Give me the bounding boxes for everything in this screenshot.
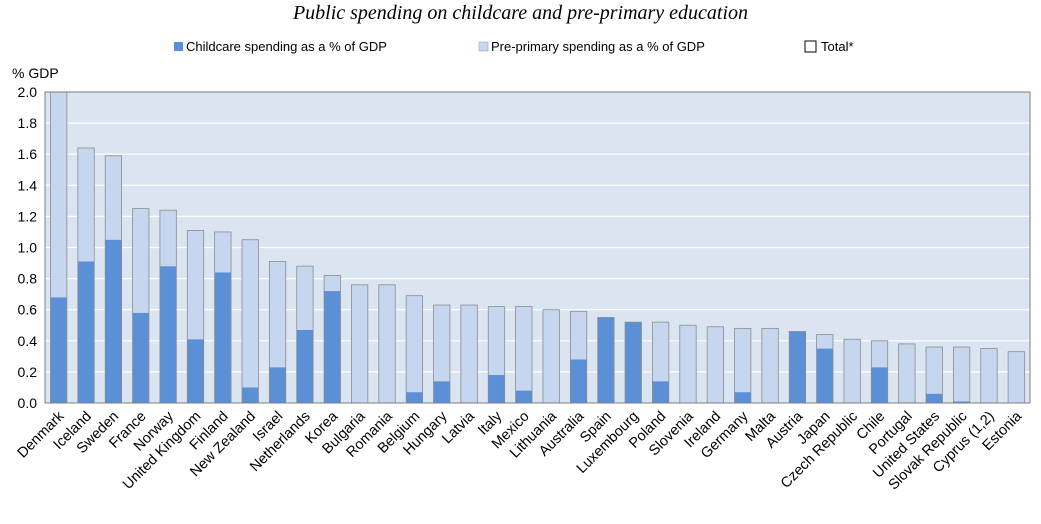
bar-childcare	[132, 312, 149, 403]
bar-preprimary	[50, 92, 67, 298]
bar-preprimary	[242, 239, 259, 388]
bar-preprimary	[542, 309, 560, 403]
legend-swatch-preprimary	[478, 41, 489, 52]
bar-childcare	[570, 359, 587, 403]
gridlines	[45, 122, 1030, 373]
bar-childcare	[296, 329, 314, 403]
chart-title: Public spending on childcare and pre-pri…	[292, 2, 749, 24]
bar-preprimary	[351, 284, 368, 403]
y-tick-label: 2.0	[18, 84, 38, 100]
bar-preprimary	[269, 261, 286, 368]
legend-label-preprimary: Pre-primary spending as a % of GDP	[491, 39, 705, 54]
bar-preprimary	[816, 334, 833, 349]
bar-preprimary	[761, 328, 779, 403]
bar-preprimary	[433, 305, 450, 382]
bar-childcare	[597, 317, 615, 403]
bar-childcare	[816, 348, 833, 403]
y-tick-label: 0.0	[18, 395, 38, 411]
bar-preprimary	[871, 340, 888, 368]
bar-preprimary	[460, 305, 478, 403]
bar-childcare	[871, 367, 888, 403]
y-axis-unit-label: % GDP	[12, 65, 59, 81]
legend-swatch-total	[804, 40, 817, 53]
bar-childcare	[652, 381, 669, 403]
bar-preprimary	[132, 208, 149, 313]
bar-childcare	[926, 393, 943, 403]
bar-preprimary	[953, 347, 970, 402]
x-tick-label: Latvia	[439, 408, 478, 447]
bar-childcare	[734, 392, 751, 403]
legend-label-childcare: Childcare spending as a % of GDP	[186, 39, 387, 54]
bar-preprimary	[515, 306, 533, 391]
y-tick-label: 0.6	[18, 302, 38, 318]
bar-childcare	[953, 401, 970, 403]
bar-preprimary	[898, 343, 916, 403]
legend-label-total: Total*	[821, 39, 854, 54]
bar-childcare	[488, 375, 505, 403]
bar-preprimary	[707, 326, 724, 403]
bar-preprimary	[187, 230, 204, 340]
bar-preprimary	[159, 210, 177, 267]
bar-preprimary	[378, 284, 396, 403]
plot-border	[44, 91, 1031, 404]
bar-preprimary	[980, 348, 998, 403]
y-tick-label: 1.2	[18, 208, 38, 224]
bar-preprimary	[77, 147, 95, 262]
bar-childcare	[105, 239, 122, 403]
bar-childcare	[77, 261, 95, 403]
legend-swatch-childcare	[174, 42, 183, 51]
bar-preprimary	[296, 266, 314, 330]
bar-childcare	[242, 387, 259, 403]
y-axis-ticks: 0.0 0.2 0.4 0.6 0.8 1.0 1.2 1.4 1.6 1.8 2.0	[18, 84, 38, 411]
bar-preprimary	[105, 155, 122, 240]
bar-childcare	[433, 381, 450, 403]
bar-preprimary	[1008, 351, 1025, 403]
bar-preprimary	[843, 339, 861, 403]
y-tick-label: 0.8	[18, 271, 38, 287]
bar-preprimary	[926, 347, 943, 394]
bar-childcare	[406, 392, 423, 403]
bar-preprimary	[324, 275, 341, 292]
bar-childcare	[159, 266, 177, 403]
bar-preprimary	[406, 295, 423, 393]
bar-childcare	[324, 291, 341, 403]
bar-childcare	[789, 331, 806, 403]
y-tick-label: 1.4	[18, 177, 38, 193]
y-tick-label: 1.6	[18, 146, 38, 162]
y-tick-label: 1.8	[18, 115, 38, 131]
bar-childcare	[269, 367, 286, 403]
bar-preprimary	[214, 231, 232, 273]
y-tick-label: 0.2	[18, 364, 38, 380]
legend: Childcare spending as a % of GDP Pre-pri…	[174, 39, 854, 54]
bar-childcare	[625, 322, 642, 403]
bar-childcare	[187, 339, 204, 403]
bar-preprimary	[679, 325, 697, 403]
y-tick-label: 0.4	[18, 333, 38, 349]
bar-preprimary	[734, 328, 751, 393]
bar-preprimary	[488, 306, 505, 376]
bar-preprimary	[570, 311, 587, 360]
bar-preprimary	[652, 322, 669, 382]
bar-childcare	[214, 272, 232, 403]
bar-childcare	[50, 297, 67, 403]
bar-childcare	[515, 390, 533, 403]
y-tick-label: 1.0	[18, 240, 38, 256]
